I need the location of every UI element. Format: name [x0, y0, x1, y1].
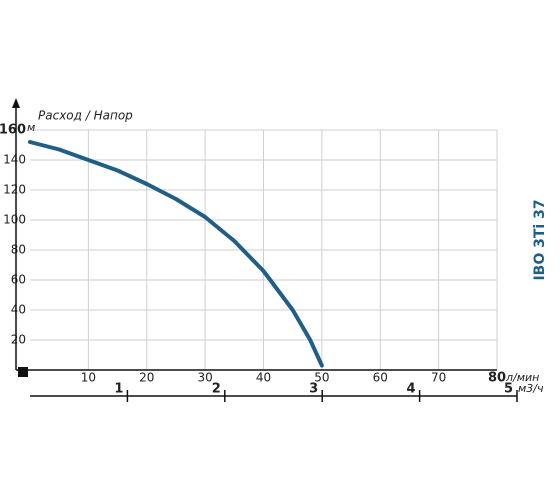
y-tick-label: 60 [11, 273, 26, 287]
y-tick-label: 140 [3, 153, 26, 167]
x-tick-label: 50 [314, 371, 329, 385]
origin-marker [18, 367, 28, 377]
x-tick-label: 20 [139, 371, 154, 385]
y-tick-label: 120 [3, 183, 26, 197]
side-title: IBO 3Ti 37 [532, 199, 548, 280]
x-tick-label: 80 [488, 371, 506, 386]
x-tick-label: 30 [197, 371, 212, 385]
x-tick-label: 70 [431, 371, 446, 385]
x2-tick-label: 4 [407, 382, 416, 397]
y-tick-label: 80 [11, 243, 26, 257]
y-axis-label: Расход / Напор [38, 109, 133, 123]
x-tick-label: 40 [256, 371, 271, 385]
y-tick-label: 20 [11, 333, 26, 347]
x2-tick-label: 2 [212, 382, 221, 397]
x-tick-label: 10 [81, 371, 96, 385]
x2-tick-label: 1 [114, 382, 123, 397]
curve [28, 140, 324, 368]
x2-tick-label: 3 [309, 382, 318, 397]
y-tick-label: 160 [0, 123, 26, 138]
y-tick-label: 100 [3, 213, 26, 227]
x-tick-label: 60 [373, 371, 388, 385]
y-tick-label: 40 [11, 303, 26, 317]
x2-unit: м3/ч [518, 382, 544, 395]
x2-tick-label: 5 [504, 382, 513, 397]
y-unit: м [27, 121, 35, 134]
y-axis-arrow [12, 98, 20, 108]
x-unit: л/мин [505, 371, 539, 384]
